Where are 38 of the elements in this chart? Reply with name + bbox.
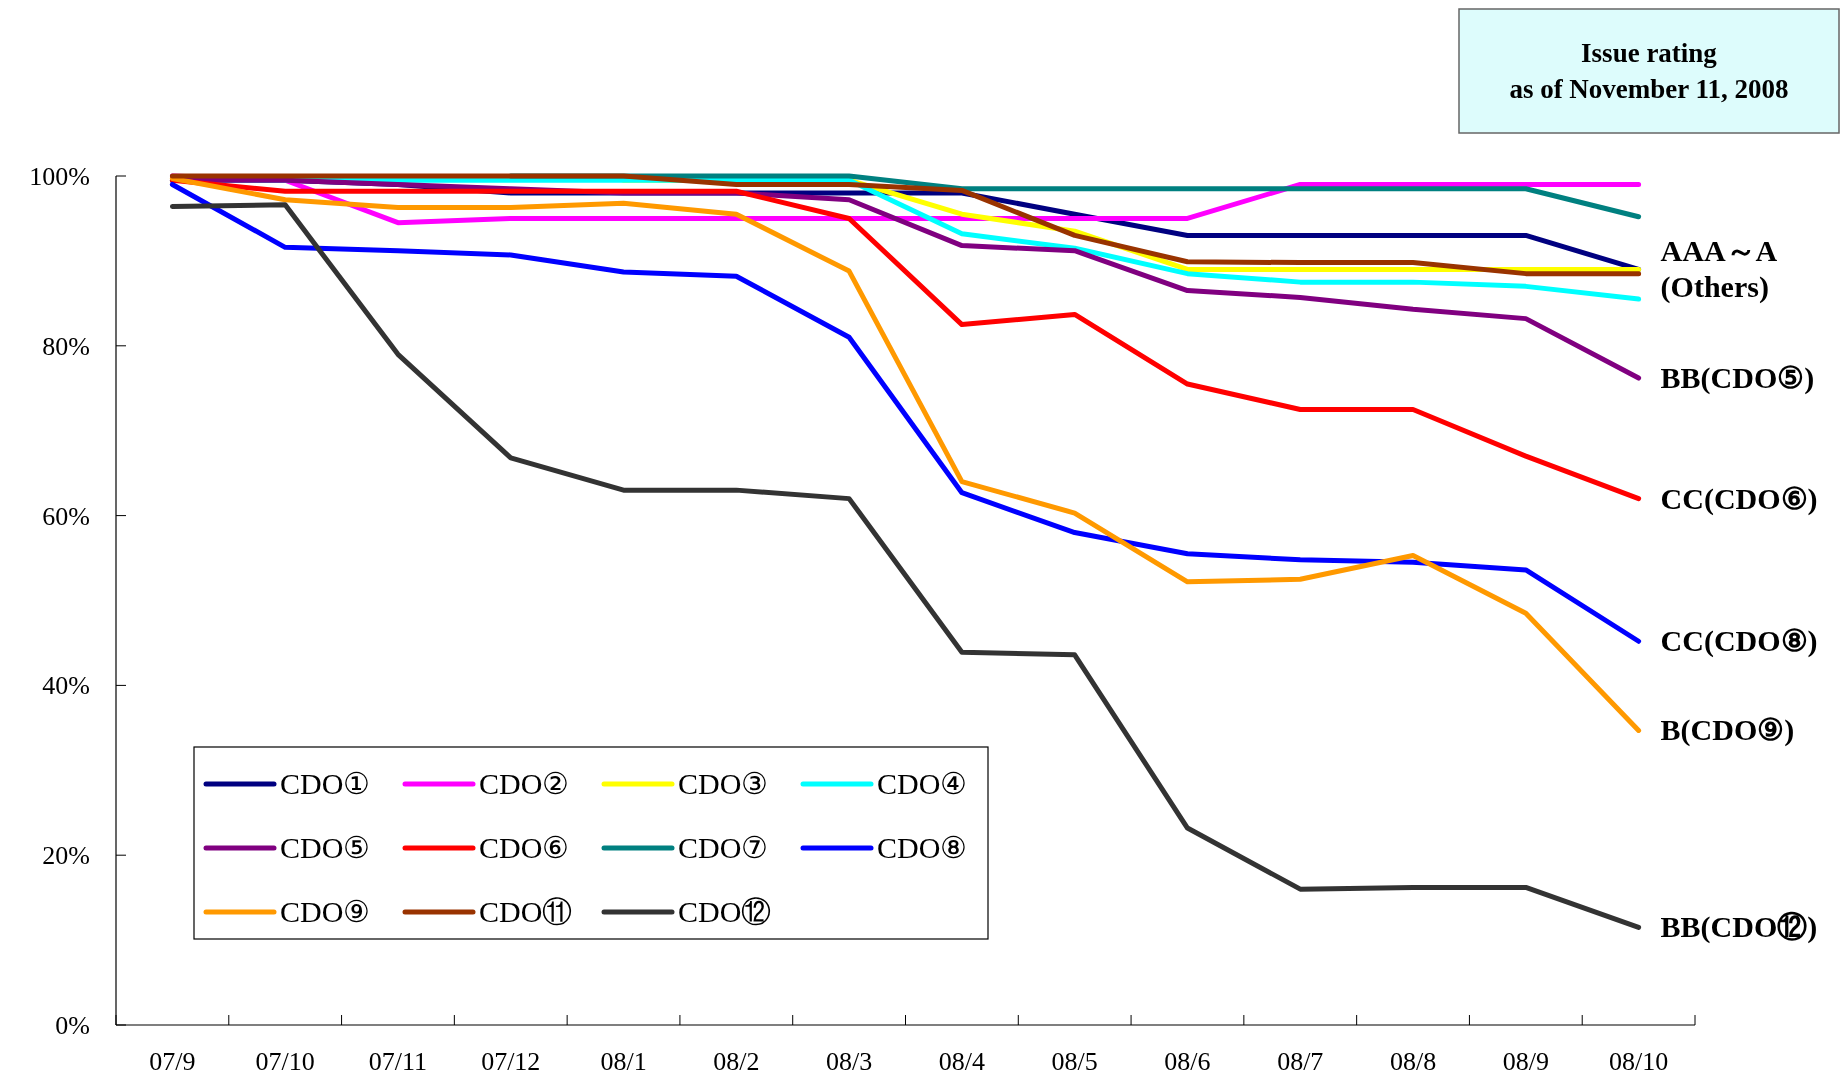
legend-label: CDO③: [678, 767, 769, 800]
legend-label: CDO⑪: [479, 895, 573, 928]
y-tick-label: 60%: [42, 501, 90, 531]
x-tick-label: 08/9: [1502, 1047, 1549, 1076]
legend-label: CDO②: [479, 767, 570, 800]
x-tick-label: 07/10: [255, 1047, 315, 1076]
x-tick-label: 08/2: [713, 1047, 760, 1076]
x-tick-label: 08/10: [1608, 1047, 1669, 1076]
y-tick-label: 100%: [29, 162, 90, 191]
x-tick-label: 07/12: [481, 1047, 541, 1076]
y-tick-label: 40%: [42, 671, 90, 701]
legend-label: CDO⑫: [678, 895, 772, 928]
x-tick-label: 08/4: [938, 1047, 986, 1076]
legend-label: CDO⑦: [678, 831, 769, 864]
legend-label: CDO⑤: [280, 831, 371, 864]
x-tick-label: 08/8: [1389, 1047, 1437, 1076]
annotation: B(CDO⑨): [1660, 713, 1795, 748]
annotation: CC(CDO⑧): [1660, 624, 1818, 659]
annotation: BB(CDO⑤): [1660, 361, 1815, 396]
annotation: AAA～A (Others): [1660, 234, 1778, 305]
x-tick-label: 08/1: [600, 1047, 647, 1076]
y-tick-label: 0%: [55, 1011, 90, 1040]
legend-label: CDO①: [280, 767, 371, 800]
annotation: CC(CDO⑥): [1660, 481, 1818, 516]
x-tick-label: 07/9: [149, 1047, 196, 1076]
legend-label: CDO⑨: [280, 895, 371, 928]
x-tick-label: 08/3: [825, 1047, 873, 1076]
legend-label: CDO④: [877, 767, 968, 800]
x-tick-label: 08/7: [1277, 1047, 1324, 1076]
x-tick-label: 08/6: [1164, 1047, 1211, 1076]
text: Issue rating as of November 11, 2008: [1509, 38, 1789, 104]
legend-label: CDO⑥: [479, 831, 570, 864]
legend-label: CDO⑧: [877, 831, 968, 864]
y-tick-label: 20%: [42, 841, 90, 871]
x-tick-label: 07/11: [368, 1047, 428, 1076]
x-tick-label: 08/5: [1051, 1047, 1098, 1076]
annotation: BB(CDO⑫): [1660, 910, 1818, 945]
y-tick-label: 80%: [42, 331, 90, 361]
